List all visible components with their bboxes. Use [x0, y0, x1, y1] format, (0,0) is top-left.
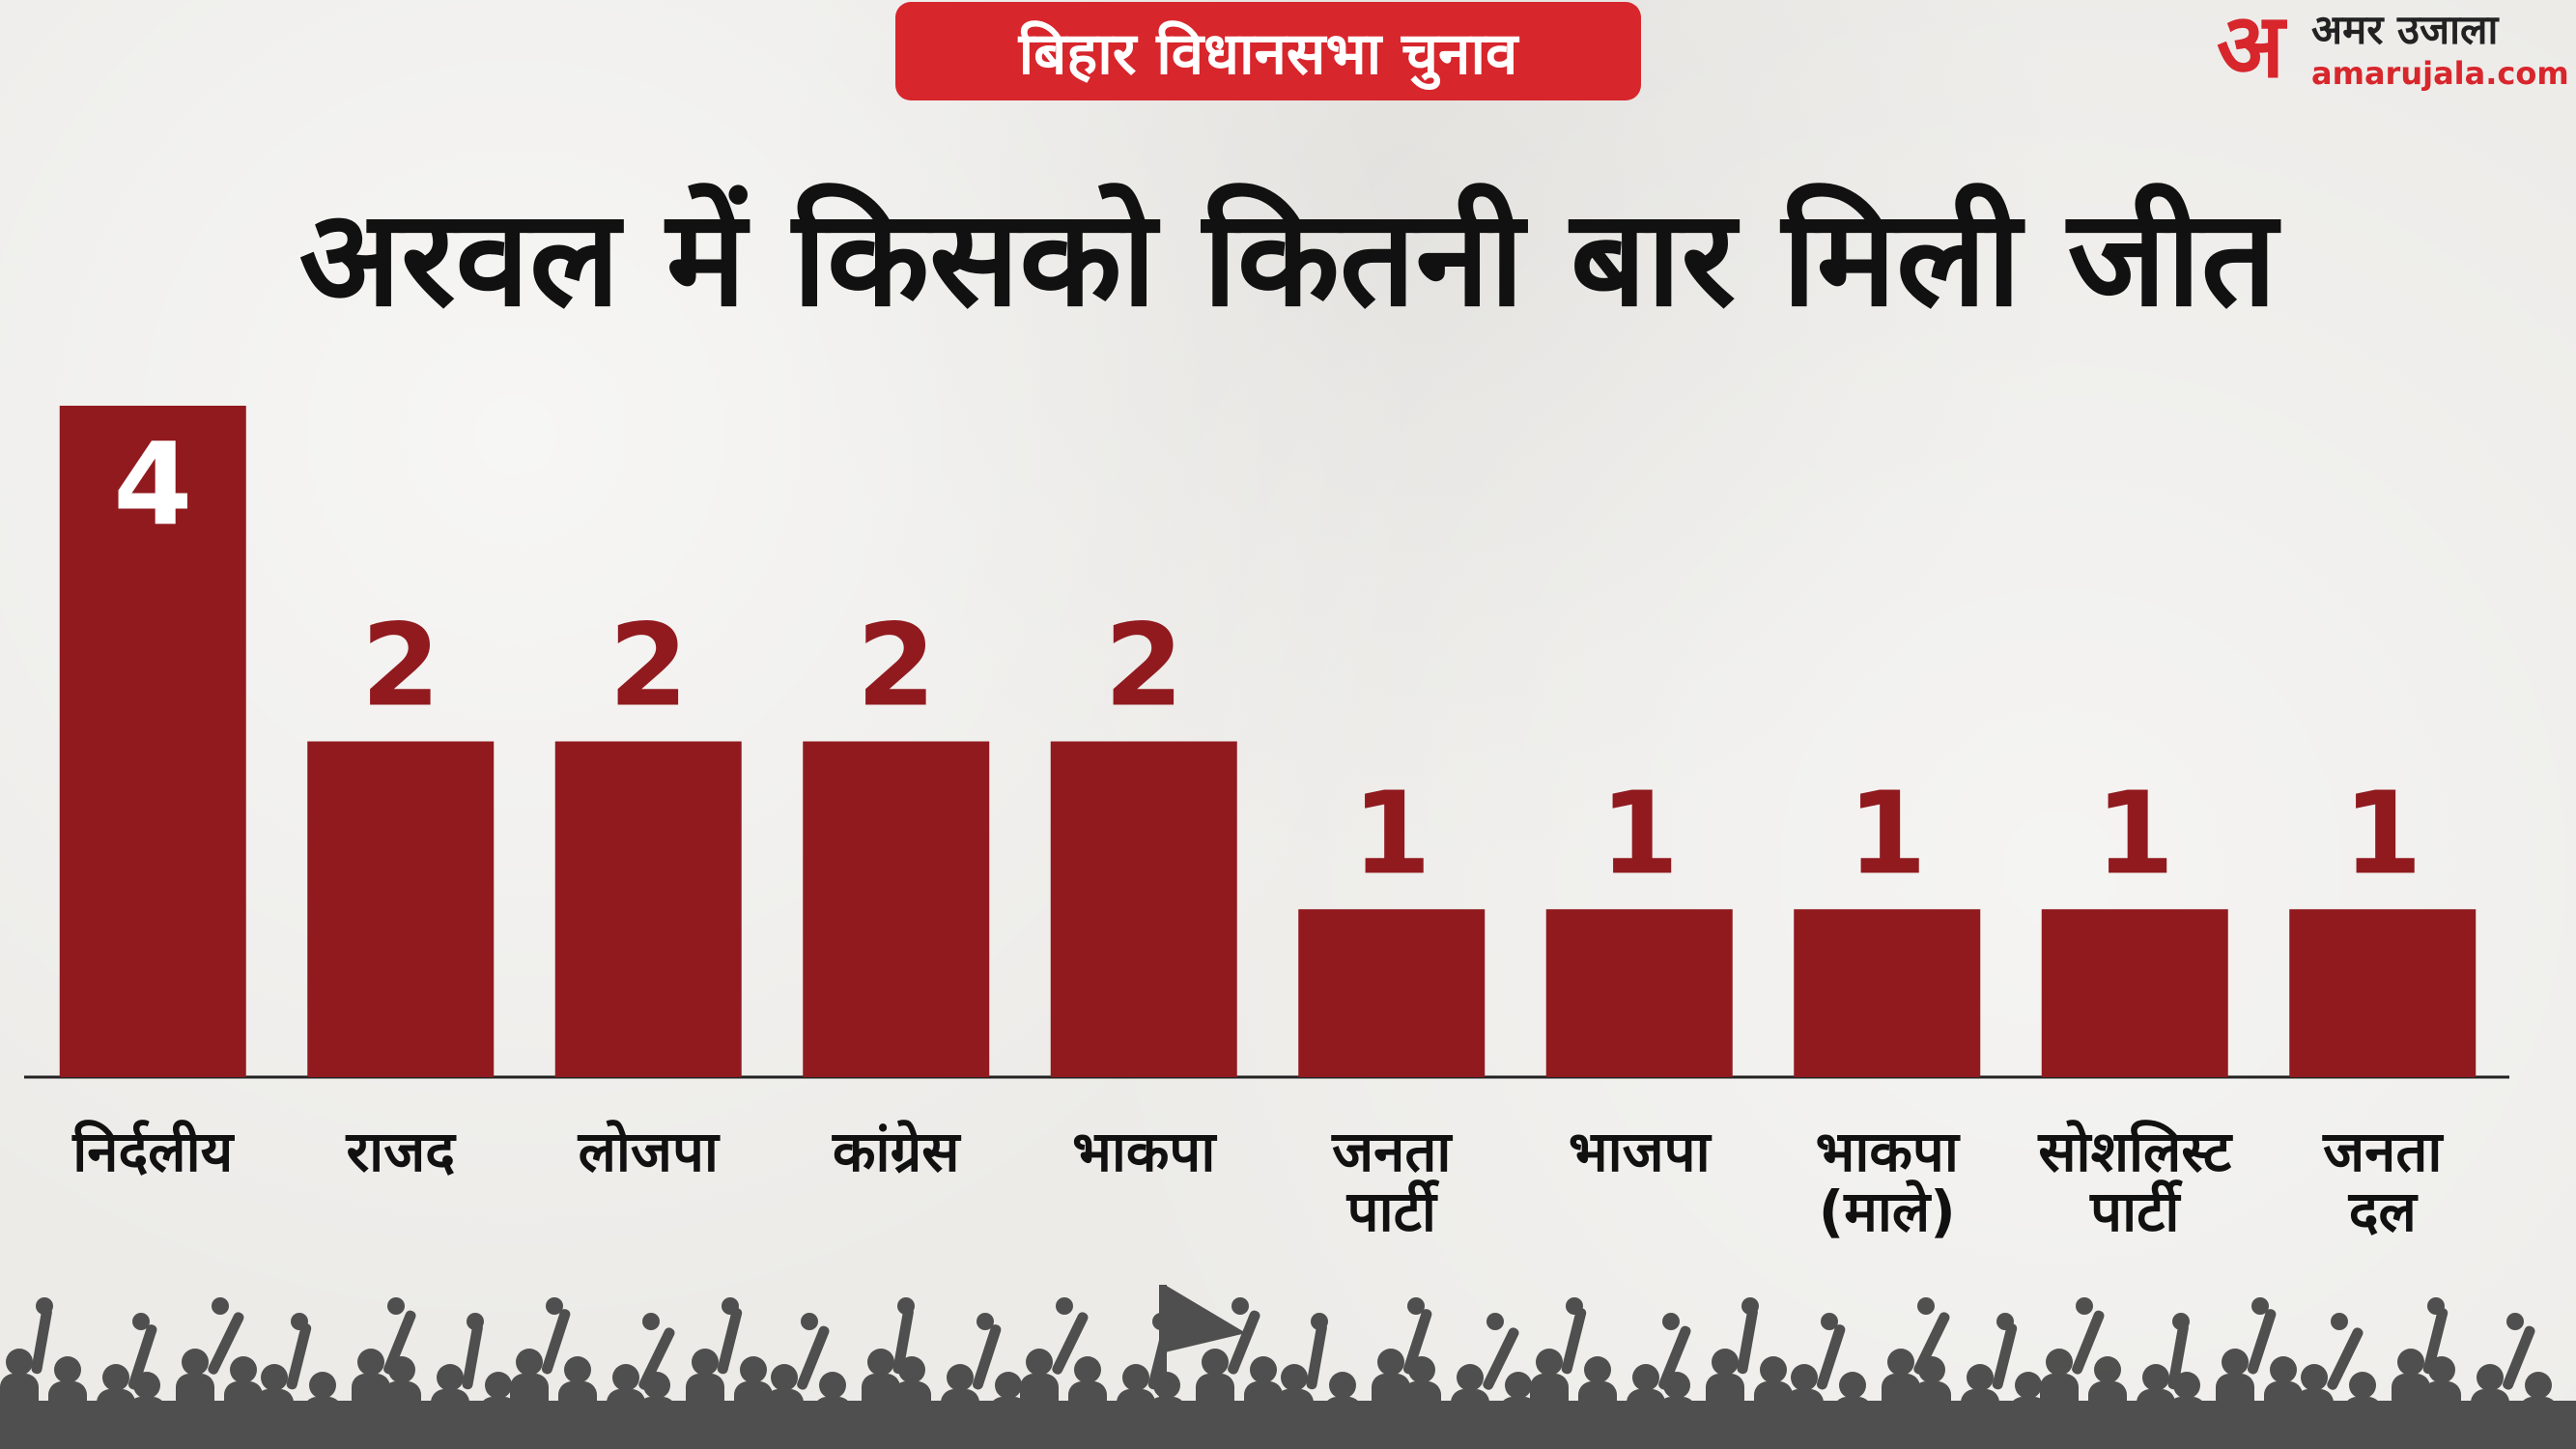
bar: [1545, 909, 1733, 1077]
bar-value-label: 4: [113, 417, 192, 551]
category-label: भाजपा: [1569, 1119, 1713, 1184]
bar-value-label: 2: [1104, 599, 1183, 732]
logo-name: अमर उजाला: [2311, 6, 2499, 53]
logo-url: amarujala.com: [2311, 55, 2569, 92]
amar-ujala-logo: अ अमर उजाला amarujala.com: [2197, 0, 2569, 98]
category-label: पार्टी: [2089, 1179, 2183, 1244]
category-label: लोजपा: [578, 1119, 721, 1184]
logo-mark: अ: [2216, 0, 2285, 98]
badge-text: बिहार विधानसभा चुनाव: [1018, 20, 1518, 88]
bar: [2041, 909, 2228, 1077]
bar-value-label: 1: [1352, 766, 1431, 899]
category-label: सोशलिस्ट: [2037, 1119, 2233, 1184]
bar: [2289, 909, 2477, 1077]
category-label: जनता: [2322, 1119, 2444, 1184]
bar: [307, 741, 495, 1077]
chart-title: अरवल में किसको कितनी बार मिली जीत: [298, 181, 2278, 336]
category-label: भाकपा: [1072, 1119, 1217, 1184]
category-label: राजद: [345, 1119, 457, 1184]
bar: [554, 741, 742, 1077]
bar-value-label: 1: [1599, 766, 1679, 899]
bar-value-label: 1: [2095, 766, 2174, 899]
category-label: (माले): [1819, 1179, 1956, 1244]
category-label: भाकपा: [1816, 1119, 1961, 1184]
bar-value-label: 1: [1848, 766, 1927, 899]
bar-value-label: 2: [609, 599, 688, 732]
bar: [59, 406, 246, 1077]
bar: [803, 741, 990, 1077]
category-label: पार्टी: [1346, 1179, 1440, 1244]
category-label: जनता: [1331, 1119, 1453, 1184]
category-label: कांग्रेस: [832, 1119, 961, 1184]
bar: [1298, 909, 1486, 1077]
election-badge: बिहार विधानसभा चुनाव: [895, 2, 1641, 100]
crowd-silhouette-illustration: [0, 1285, 2576, 1449]
bar-value-label: 2: [857, 599, 936, 732]
bar-chart: 4 निर्दलीय 2 राजद 2 लोजपा 2 कांग्रेस 2 भाकपा 1 जनता…: [24, 406, 2509, 1244]
category-label: दल: [2348, 1179, 2420, 1244]
bar-value-label: 2: [361, 599, 440, 732]
category-label: निर्दलीय: [71, 1119, 235, 1184]
bar: [1050, 741, 1237, 1077]
bar-value-label: 1: [2343, 766, 2422, 899]
bar: [1794, 909, 1981, 1077]
